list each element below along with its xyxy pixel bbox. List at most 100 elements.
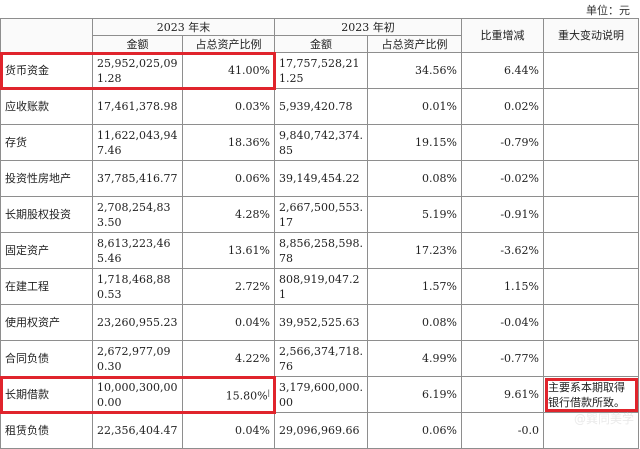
item-cell-text: 存货 (5, 136, 27, 149)
ratio-change-cell-text: 1.15% (504, 280, 539, 293)
start-ratio-cell-text: 19.15% (415, 136, 457, 149)
start-ratio-cell: 0.08% (367, 160, 462, 197)
item-cell: 使用权资产 (0, 304, 93, 341)
ratio-change-cell: -3.62% (461, 232, 544, 269)
ratio-change-cell-text: -3.62% (500, 244, 539, 257)
header-row-groups: 2023 年末 2023 年初 比重增减 重大变动说明 (0, 18, 639, 53)
note-cell: 主要系本期取得银行借款所致。 (543, 376, 639, 413)
start-ratio-cell: 19.15% (367, 124, 462, 161)
ratio-change-cell-text: -0.91% (500, 208, 539, 221)
start-ratio-cell: 6.19% (367, 376, 462, 413)
end-ratio-cell-text: 18.36% (228, 136, 270, 149)
note-cell (543, 268, 639, 305)
ratio-change-header: 比重增减 (461, 18, 544, 53)
end-amount-cell: 2,708,254,833.50 (92, 196, 183, 233)
start-amount-cell: 8,856,258,598.78 (274, 232, 368, 269)
start-ratio-cell-text: 17.23% (415, 244, 457, 257)
start-amount-cell-text: 29,096,969.66 (279, 424, 360, 437)
end-amount-cell: 2,672,977,090.30 (92, 340, 183, 377)
start-amount-cell-text: 39,952,525.63 (279, 316, 360, 329)
end-amount-cell: 22,356,404.47 (92, 412, 183, 449)
start-ratio-cell-text: 0.06% (422, 424, 457, 437)
item-cell: 投资性房地产 (0, 160, 93, 197)
start-amount-cell: 2,667,500,553.17 (274, 196, 368, 233)
balance-sheet-table: 2023 年末 2023 年初 比重增减 重大变动说明 金额 占总资产比例 金额… (0, 18, 639, 449)
start-ratio-cell: 4.99% (367, 340, 462, 377)
footnote-mark: | (267, 388, 270, 397)
ratio-change-cell: -0.91% (461, 196, 544, 233)
ratio-change-cell-text: 9.61% (504, 388, 539, 401)
end-amount-cell: 1,718,468,880.53 (92, 268, 183, 305)
end-ratio-cell-text: 4.28% (235, 208, 270, 221)
start-amount-cell: 5,939,420.78 (274, 88, 368, 125)
table-row: 租赁负债 22,356,404.47 0.04% 29,096,969.66 0.06%… (0, 412, 639, 449)
item-cell-text: 应收账款 (5, 100, 49, 113)
item-cell: 应收账款 (0, 88, 93, 125)
end-ratio-cell: 0.04% (182, 412, 275, 449)
end-ratio-cell-text: 13.61% (228, 244, 270, 257)
table-row: 固定资产 8,613,223,465.46 13.61% 8,856,258,598.… (0, 232, 639, 269)
start-ratio-cell-text: 4.99% (422, 352, 457, 365)
note-cell (543, 88, 639, 125)
end-ratio-cell: 4.22% (182, 340, 275, 377)
ratio-change-cell-text: -0.02% (500, 172, 539, 185)
ratio-change-cell: 0.02% (461, 88, 544, 125)
start-amount-cell-text: 3,179,600,000.00 (279, 380, 363, 409)
end-amount-header: 金额 (92, 35, 183, 53)
item-cell: 固定资产 (0, 232, 93, 269)
table-row: 投资性房地产 37,785,416.77 0.06% 39,149,454.22 0.0… (0, 160, 639, 197)
item-cell-text: 合同负债 (5, 352, 49, 365)
end-ratio-cell-text: 4.22% (235, 352, 270, 365)
start-amount-cell: 39,149,454.22 (274, 160, 368, 197)
item-cell-text: 货币资金 (5, 64, 49, 77)
item-cell-text: 租赁负债 (5, 424, 49, 437)
end-amount-cell: 23,260,955.23 (92, 304, 183, 341)
table-body: 货币资金 25,952,025,091.28 41.00% 17,757,528,21… (0, 52, 639, 449)
item-cell: 在建工程 (0, 268, 93, 305)
start-amount-cell: 29,096,969.66 (274, 412, 368, 449)
note-cell (543, 340, 639, 377)
start-ratio-cell: 5.19% (367, 196, 462, 233)
end-ratio-cell-text: 15.80% (225, 389, 268, 403)
start-ratio-cell-text: 5.19% (422, 208, 457, 221)
item-cell: 长期股权投资 (0, 196, 93, 233)
start-amount-cell-text: 2,566,374,718.76 (279, 344, 363, 373)
end-ratio-header: 占总资产比例 (182, 35, 275, 53)
end-ratio-cell: 18.36% (182, 124, 275, 161)
item-cell-text: 长期借款 (5, 388, 49, 401)
table-row: 使用权资产 23,260,955.23 0.04% 39,952,525.63 0.08… (0, 304, 639, 341)
end-amount-cell: 37,785,416.77 (92, 160, 183, 197)
end-ratio-cell-text: 0.04% (235, 424, 270, 437)
ratio-change-cell: 1.15% (461, 268, 544, 305)
item-cell: 货币资金 (0, 52, 93, 89)
end-ratio-cell: 2.72% (182, 268, 275, 305)
ratio-change-cell: -0.77% (461, 340, 544, 377)
note-cell (543, 232, 639, 269)
note-cell (543, 196, 639, 233)
table-row: 货币资金 25,952,025,091.28 41.00% 17,757,528,21… (0, 52, 639, 89)
start-amount-cell-text: 9,840,742,374.85 (279, 128, 363, 157)
ratio-change-cell-text: 0.02% (504, 100, 539, 113)
start-amount-cell: 17,757,528,211.25 (274, 52, 368, 89)
item-cell-text: 使用权资产 (5, 316, 60, 329)
table-row: 合同负债 2,672,977,090.30 4.22% 2,566,374,718.7… (0, 340, 639, 377)
start-ratio-cell-text: 0.08% (422, 316, 457, 329)
start-ratio-cell: 0.06% (367, 412, 462, 449)
start-amount-cell: 39,952,525.63 (274, 304, 368, 341)
end-amount-cell-text: 8,613,223,465.46 (97, 236, 171, 265)
start-amount-cell-text: 808,919,047.21 (279, 272, 360, 301)
table-row: 长期借款 10,000,300,000.00 15.80%| 3,179,600,00… (0, 376, 639, 413)
start-ratio-cell-text: 34.56% (415, 64, 457, 77)
item-cell-text: 投资性房地产 (5, 172, 71, 185)
item-cell-text: 固定资产 (5, 244, 49, 257)
end-ratio-cell: 13.61% (182, 232, 275, 269)
end-amount-cell: 10,000,300,000.00 (92, 376, 183, 413)
end-amount-cell-text: 25,952,025,091.28 (97, 56, 178, 85)
ratio-change-cell-text: -0.77% (500, 352, 539, 365)
start-amount-cell: 9,840,742,374.85 (274, 124, 368, 161)
start-amount-header: 金额 (274, 35, 368, 53)
end-amount-cell-text: 2,708,254,833.50 (97, 200, 171, 229)
major-change-note-header: 重大变动说明 (543, 18, 639, 53)
ratio-change-cell-text: -0.79% (500, 136, 539, 149)
end-ratio-cell-text: 0.04% (235, 316, 270, 329)
